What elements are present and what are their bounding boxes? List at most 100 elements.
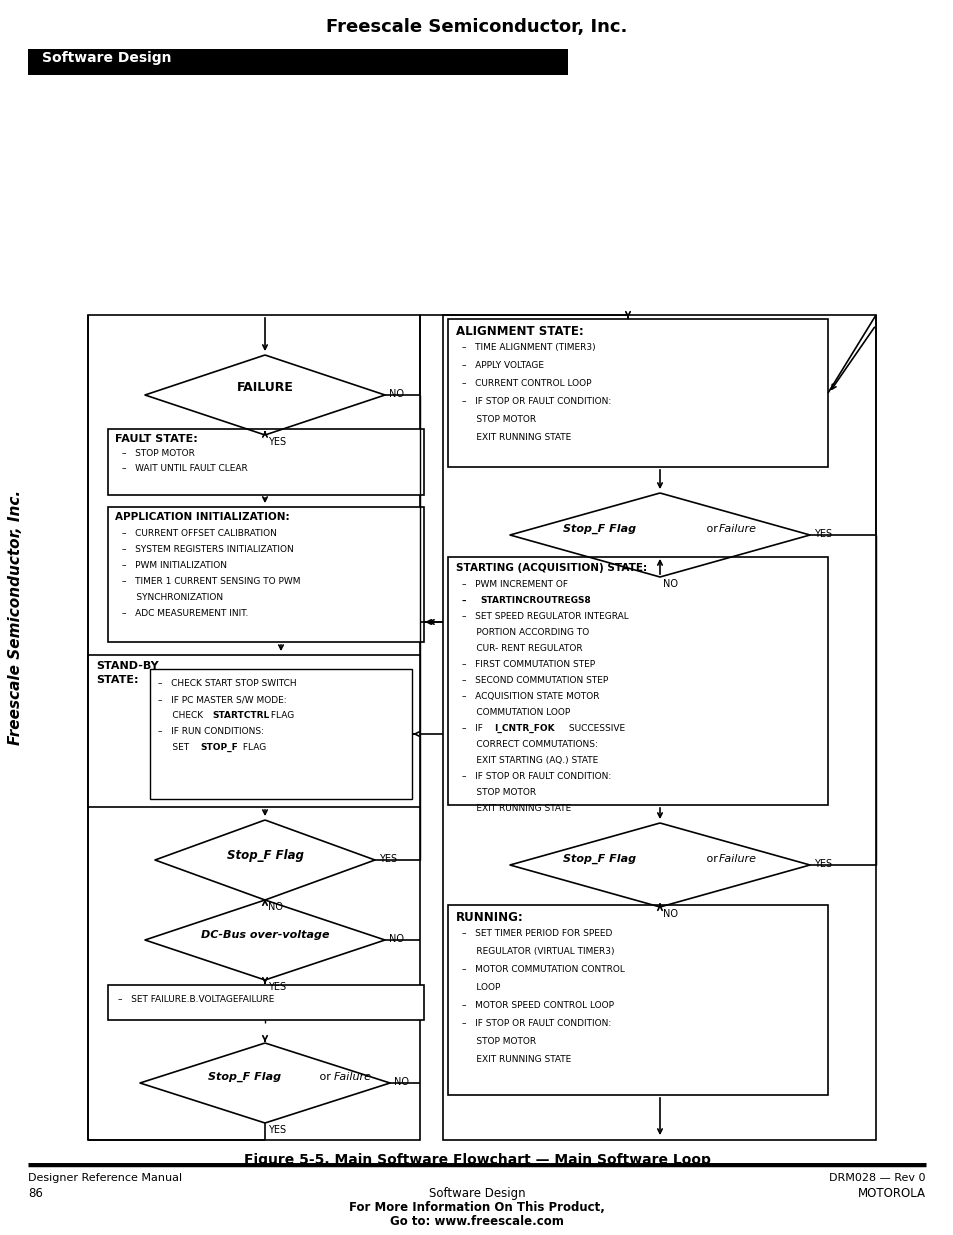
Text: NO: NO <box>268 902 283 911</box>
Text: STATE:: STATE: <box>96 676 138 685</box>
Text: Stop_F Flag: Stop_F Flag <box>208 1072 281 1082</box>
Text: RUNNING:: RUNNING: <box>456 911 523 924</box>
Text: NO: NO <box>662 909 678 919</box>
Text: Go to: www.freescale.com: Go to: www.freescale.com <box>390 1215 563 1228</box>
Text: SYNCHRONIZATION: SYNCHRONIZATION <box>122 593 223 601</box>
Text: I_CNTR_FOK: I_CNTR_FOK <box>494 724 554 734</box>
Text: Stop_F Flag: Stop_F Flag <box>563 524 636 534</box>
Text: STARTING (ACQUISITION) STATE:: STARTING (ACQUISITION) STATE: <box>456 563 646 573</box>
Text: –   SET SPEED REGULATOR INTEGRAL: – SET SPEED REGULATOR INTEGRAL <box>461 613 628 621</box>
Text: –   IF STOP OR FAULT CONDITION:: – IF STOP OR FAULT CONDITION: <box>461 1019 611 1028</box>
Text: –   ACQUISITION STATE MOTOR: – ACQUISITION STATE MOTOR <box>461 692 598 701</box>
Text: REGULATOR (VIRTUAL TIMER3): REGULATOR (VIRTUAL TIMER3) <box>461 947 614 956</box>
Text: YES: YES <box>378 853 396 864</box>
Bar <box>448 905 827 1095</box>
Text: STOP MOTOR: STOP MOTOR <box>461 415 536 424</box>
Text: For More Information On This Product,: For More Information On This Product, <box>349 1200 604 1214</box>
Text: –   IF STOP OR FAULT CONDITION:: – IF STOP OR FAULT CONDITION: <box>461 772 611 781</box>
Text: YES: YES <box>268 437 286 447</box>
Text: or: or <box>702 853 720 864</box>
Text: –   MOTOR SPEED CONTROL LOOP: – MOTOR SPEED CONTROL LOOP <box>461 1002 614 1010</box>
Bar <box>448 557 827 805</box>
Text: STOP_F: STOP_F <box>200 743 237 752</box>
Text: –   FIRST COMMUTATION STEP: – FIRST COMMUTATION STEP <box>461 659 595 669</box>
Text: –   CHECK START STOP SWITCH: – CHECK START STOP SWITCH <box>158 679 296 688</box>
Bar <box>108 429 423 495</box>
Text: STAND-BY: STAND-BY <box>96 661 158 671</box>
Text: –   IF PC MASTER S/W MODE:: – IF PC MASTER S/W MODE: <box>158 695 286 704</box>
Text: –: – <box>461 597 476 605</box>
Text: –   ADC MEASUREMENT INIT.: – ADC MEASUREMENT INIT. <box>122 609 248 618</box>
Text: DC-Bus over-voltage: DC-Bus over-voltage <box>200 930 329 940</box>
Text: Software Design: Software Design <box>42 51 172 65</box>
Bar <box>88 315 419 1140</box>
Text: ALIGNMENT STATE:: ALIGNMENT STATE: <box>456 325 583 338</box>
Bar <box>28 49 567 75</box>
Text: CORRECT COMMUTATIONS:: CORRECT COMMUTATIONS: <box>461 740 598 748</box>
Text: –   CURRENT OFFSET CALIBRATION: – CURRENT OFFSET CALIBRATION <box>122 529 276 538</box>
Text: APPLICATION INITIALIZATION:: APPLICATION INITIALIZATION: <box>115 513 290 522</box>
Text: NO: NO <box>394 1077 409 1087</box>
Text: Failure: Failure <box>719 524 757 534</box>
Text: Designer Reference Manual: Designer Reference Manual <box>28 1173 182 1183</box>
Bar <box>108 508 423 642</box>
Text: STARTINCROUTREGS8: STARTINCROUTREGS8 <box>479 597 590 605</box>
Text: FLAG: FLAG <box>268 711 294 720</box>
Text: –   PWM INITIALIZATION: – PWM INITIALIZATION <box>122 561 227 571</box>
Text: SET: SET <box>158 743 192 752</box>
Text: –   STOP MOTOR: – STOP MOTOR <box>122 450 194 458</box>
Text: Figure 5-5. Main Software Flowchart — Main Software Loop: Figure 5-5. Main Software Flowchart — Ma… <box>243 1153 710 1167</box>
Text: Stop_F Flag: Stop_F Flag <box>226 848 303 862</box>
Text: –   APPLY VOLTAGE: – APPLY VOLTAGE <box>461 361 543 370</box>
Text: –   TIME ALIGNMENT (TIMER3): – TIME ALIGNMENT (TIMER3) <box>461 343 595 352</box>
Text: LOOP: LOOP <box>461 983 500 992</box>
Text: Software Design: Software Design <box>428 1187 525 1200</box>
Text: NO: NO <box>389 934 403 944</box>
Bar <box>442 315 875 1140</box>
Text: –   SYSTEM REGISTERS INITIALIZATION: – SYSTEM REGISTERS INITIALIZATION <box>122 545 294 555</box>
Text: YES: YES <box>268 982 286 992</box>
Text: NO: NO <box>389 389 403 399</box>
Text: –   MOTOR COMMUTATION CONTROL: – MOTOR COMMUTATION CONTROL <box>461 965 624 974</box>
Text: PORTION ACCORDING TO: PORTION ACCORDING TO <box>461 629 589 637</box>
Text: 86: 86 <box>28 1187 43 1200</box>
Text: –   CURRENT CONTROL LOOP: – CURRENT CONTROL LOOP <box>461 379 591 388</box>
Text: EXIT RUNNING STATE: EXIT RUNNING STATE <box>461 804 571 813</box>
Text: or: or <box>315 1072 334 1082</box>
Text: Freescale Semiconductor, Inc.: Freescale Semiconductor, Inc. <box>326 19 627 36</box>
Text: EXIT RUNNING STATE: EXIT RUNNING STATE <box>461 433 571 442</box>
Text: –   SET TIMER PERIOD FOR SPEED: – SET TIMER PERIOD FOR SPEED <box>461 929 612 939</box>
Text: –   TIMER 1 CURRENT SENSING TO PWM: – TIMER 1 CURRENT SENSING TO PWM <box>122 577 300 585</box>
Text: YES: YES <box>813 529 831 538</box>
Text: COMMUTATION LOOP: COMMUTATION LOOP <box>461 708 570 718</box>
Text: CUR- RENT REGULATOR: CUR- RENT REGULATOR <box>461 643 582 653</box>
Text: STOP MOTOR: STOP MOTOR <box>461 788 536 797</box>
Text: Failure: Failure <box>719 853 757 864</box>
Text: EXIT RUNNING STATE: EXIT RUNNING STATE <box>461 1055 571 1065</box>
Text: SUCCESSIVE: SUCCESSIVE <box>565 724 624 734</box>
Text: or: or <box>702 524 720 534</box>
Text: FAILURE: FAILURE <box>236 380 294 394</box>
Text: Freescale Semiconductor, Inc.: Freescale Semiconductor, Inc. <box>9 490 24 745</box>
Text: YES: YES <box>813 860 831 869</box>
Bar <box>108 986 423 1020</box>
Text: –   SET FAILURE.B.VOLTAGEFAILURE: – SET FAILURE.B.VOLTAGEFAILURE <box>118 995 274 1004</box>
Text: STARTCTRL: STARTCTRL <box>212 711 269 720</box>
Text: Stop_F Flag: Stop_F Flag <box>563 853 636 864</box>
Bar <box>88 655 419 806</box>
Text: NO: NO <box>662 579 678 589</box>
Text: DRM028 — Rev 0: DRM028 — Rev 0 <box>828 1173 925 1183</box>
Text: –   SECOND COMMUTATION STEP: – SECOND COMMUTATION STEP <box>461 676 608 685</box>
Text: –   IF RUN CONDITIONS:: – IF RUN CONDITIONS: <box>158 727 264 736</box>
Text: –   WAIT UNTIL FAULT CLEAR: – WAIT UNTIL FAULT CLEAR <box>122 464 248 473</box>
Text: MOTOROLA: MOTOROLA <box>857 1187 925 1200</box>
Text: FAULT STATE:: FAULT STATE: <box>115 433 197 445</box>
Bar <box>150 669 412 799</box>
Text: STOP MOTOR: STOP MOTOR <box>461 1037 536 1046</box>
Text: Failure: Failure <box>334 1072 372 1082</box>
Text: EXIT STARTING (AQ.) STATE: EXIT STARTING (AQ.) STATE <box>461 756 598 764</box>
Text: –   PWM INCREMENT OF: – PWM INCREMENT OF <box>461 580 567 589</box>
Text: YES: YES <box>268 1125 286 1135</box>
Text: –   IF: – IF <box>461 724 485 734</box>
Bar <box>448 319 827 467</box>
